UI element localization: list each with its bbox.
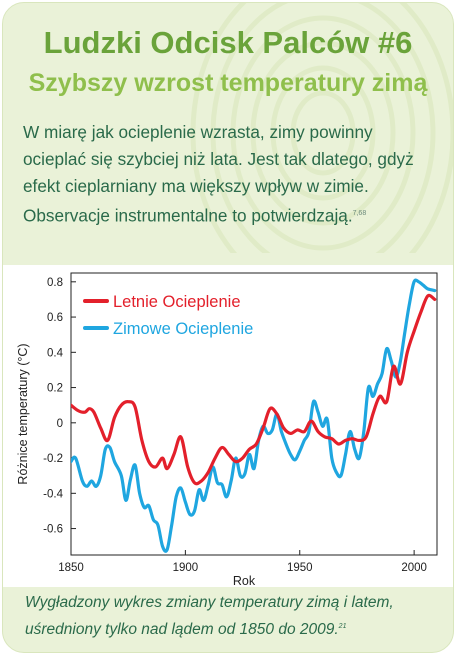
series-line-winter xyxy=(71,278,437,553)
card-body-text: W miarę jak ocieplenie wzrasta, zimy pow… xyxy=(23,122,414,226)
legend-label-winter: Zimowe Ocieplenie xyxy=(113,320,253,338)
y-tick-label: 0.8 xyxy=(47,277,63,289)
fingerprint-icon xyxy=(190,3,453,253)
x-tick-label: 1950 xyxy=(287,562,313,574)
x-tick-label: 2000 xyxy=(401,562,427,574)
y-tick-label: 0.4 xyxy=(47,347,64,359)
body-reference: 7,68 xyxy=(352,210,367,217)
legend-label-summer: Letnie Ocieplenie xyxy=(113,293,241,311)
chart-caption-text: Wygładzony wykres zmiany temperatury zim… xyxy=(25,594,394,639)
y-axis-title: Różnice temperatury (°C) xyxy=(16,343,30,484)
plot-frame xyxy=(70,272,438,556)
y-tick-label: -0.6 xyxy=(43,524,63,536)
card-title: Ludzki Odcisk Palców #6 xyxy=(43,25,413,60)
temperature-chart: 0.8 0.6 0.4 0.2 0 -0.2 -0.4 -0.6 1850 1900 1950 200… xyxy=(16,272,438,587)
card-subtitle: Szybszy wzrost temperatury zimą xyxy=(28,69,428,97)
y-tick-label: 0.2 xyxy=(47,383,63,395)
caption-reference: 21 xyxy=(338,623,347,630)
card-body: W miarę jak ocieplenie wzrasta, zimy pow… xyxy=(23,119,433,230)
x-tick-label: 1900 xyxy=(173,562,199,574)
fingerprint-card: Ludzki Odcisk Palców #6 Szybszy wzrost t… xyxy=(2,2,454,653)
chart-caption: Wygładzony wykres zmiany temperatury zim… xyxy=(25,591,435,642)
x-axis-title: Rok xyxy=(233,574,256,587)
y-tick-label: 0.6 xyxy=(47,312,63,324)
chart-panel: 0.8 0.6 0.4 0.2 0 -0.2 -0.4 -0.6 1850 1900 1950 200… xyxy=(3,265,453,587)
series-line-summer xyxy=(71,293,437,486)
y-tick-label: -0.2 xyxy=(43,453,63,465)
x-tick-label: 1850 xyxy=(58,562,84,574)
y-tick-label: -0.4 xyxy=(43,488,63,500)
y-tick-label: 0 xyxy=(57,418,63,430)
